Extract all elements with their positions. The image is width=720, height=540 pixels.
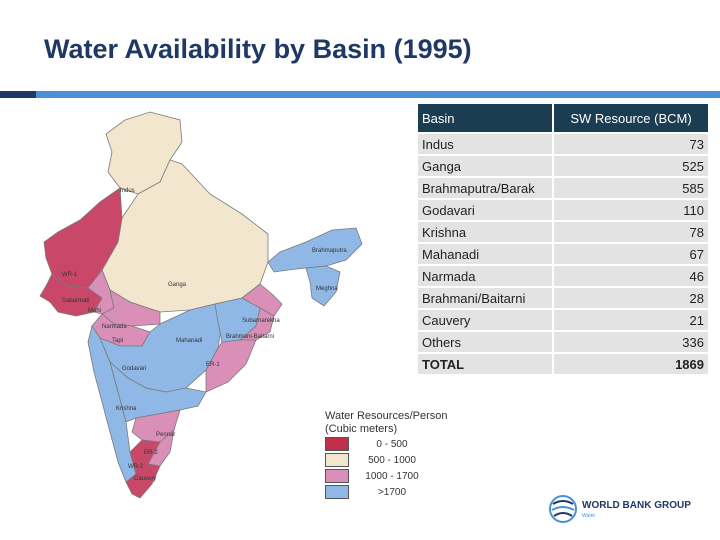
table-row: Ganga 525 (416, 154, 710, 178)
map-region-er1 (205, 339, 257, 393)
basin-value: 336 (552, 330, 710, 354)
map-label-godavari: Godavari (122, 366, 147, 372)
basin-map: Indus Ganga Brahmaputra Meghna WR-1 Saba… (10, 102, 464, 518)
basin-name: Krishna (416, 220, 554, 244)
total-label: TOTAL (416, 352, 554, 376)
legend-item: >1700 (325, 484, 460, 500)
header-basin: Basin (416, 102, 554, 134)
logo-text: WORLD BANK GROUP (582, 500, 691, 511)
map-region-cauvery (125, 439, 161, 499)
basin-resource-table: Basin SW Resource (BCM) Indus 73 Ganga 525… (416, 102, 710, 376)
map-label-er2: ER-2 (144, 450, 158, 456)
map-label-sabarmati: Sabarmati (62, 298, 90, 304)
basin-value: 525 (552, 154, 710, 178)
map-label-ganga: Ganga (168, 282, 187, 288)
map-label-indus: Indus (120, 188, 135, 194)
map-label-tapi: Tapi (112, 338, 124, 344)
map-region-krishna (109, 360, 207, 423)
basin-value: 585 (552, 176, 710, 200)
basin-name: Cauvery (416, 308, 554, 332)
title-rule (0, 91, 720, 98)
map-region-sabarmati (39, 273, 103, 317)
basin-name: Narmada (416, 264, 554, 288)
basin-value: 73 (552, 132, 710, 156)
world-bank-logo: WORLD BANK GROUP Water (548, 494, 708, 524)
legend-swatch (325, 453, 349, 467)
map-label-cauvery: Cauvery (134, 476, 157, 482)
basin-value: 21 (552, 308, 710, 332)
table-row: Brahmani/Baitarni 28 (416, 286, 710, 310)
table-row: Others 336 (416, 330, 710, 354)
basin-name: Brahmaputra/Barak (416, 176, 554, 200)
legend-swatch (325, 485, 349, 499)
basin-value: 67 (552, 242, 710, 266)
map-label-mahanadi: Mahanadi (176, 338, 203, 344)
legend-swatch (325, 469, 349, 483)
map-label-narmada: Narmada (102, 324, 127, 330)
basin-value: 28 (552, 286, 710, 310)
basin-name: Indus (416, 132, 554, 156)
table-row: Indus 73 (416, 132, 710, 156)
table-row: Godavari 110 (416, 198, 710, 222)
basin-value: 78 (552, 220, 710, 244)
map-label-krishna: Krishna (116, 406, 137, 412)
globe-icon (549, 495, 577, 523)
map-legend: Water Resources/Person (Cubic meters) 0 … (325, 410, 460, 500)
map-label-brahmaputra: Brahmaputra (312, 248, 347, 254)
table-row: Mahanadi 67 (416, 242, 710, 266)
total-value: 1869 (552, 352, 710, 376)
legend-label: 500 - 1000 (368, 454, 416, 466)
legend-label: 0 - 500 (376, 438, 408, 450)
map-label-er1: ER-1 (206, 362, 220, 368)
table-row: Brahmaputra/Barak 585 (416, 176, 710, 200)
legend-item: 1000 - 1700 (325, 468, 460, 484)
table-row: Krishna 78 (416, 220, 710, 244)
basin-name: Mahanadi (416, 242, 554, 266)
legend-label: >1700 (377, 486, 407, 498)
header-sw-resource: SW Resource (BCM) (552, 102, 710, 134)
basin-name: Others (416, 330, 554, 354)
logo-subtext: Water (582, 513, 596, 519)
map-label-pennar: Pennar (156, 432, 176, 438)
basin-name: Godavari (416, 198, 554, 222)
legend-item: 0 - 500 (325, 436, 460, 452)
map-label-wr2: WR-2 (128, 464, 144, 470)
india-basin-map-graphic (39, 111, 363, 499)
legend-title: Water Resources/Person (Cubic meters) (325, 410, 448, 435)
page-title: Water Availability by Basin (1995) (44, 34, 472, 64)
map-region-meghna (305, 265, 341, 307)
basin-name: Brahmani/Baitarni (416, 286, 554, 310)
basin-value: 110 (552, 198, 710, 222)
basin-value: 46 (552, 264, 710, 288)
basin-name: Ganga (416, 154, 554, 178)
map-label-meghna: Meghna (316, 286, 338, 292)
map-label-wr1: WR-1 (62, 272, 78, 278)
map-label-brahmani: Brahmani-Baitarni (226, 334, 275, 340)
legend-swatch (325, 437, 349, 451)
legend-item: 500 - 1000 (325, 452, 460, 468)
map-region-brahmaputra (267, 227, 363, 273)
legend-label: 1000 - 1700 (365, 470, 419, 482)
table-header-row: Basin SW Resource (BCM) (416, 102, 710, 134)
table-row: Cauvery 21 (416, 308, 710, 332)
table-total-row: TOTAL 1869 (416, 352, 710, 376)
map-label-mahi: Mahi (88, 308, 102, 314)
table-row: Narmada 46 (416, 264, 710, 288)
map-label-subarnarekha: Subarnarekha (242, 318, 280, 324)
